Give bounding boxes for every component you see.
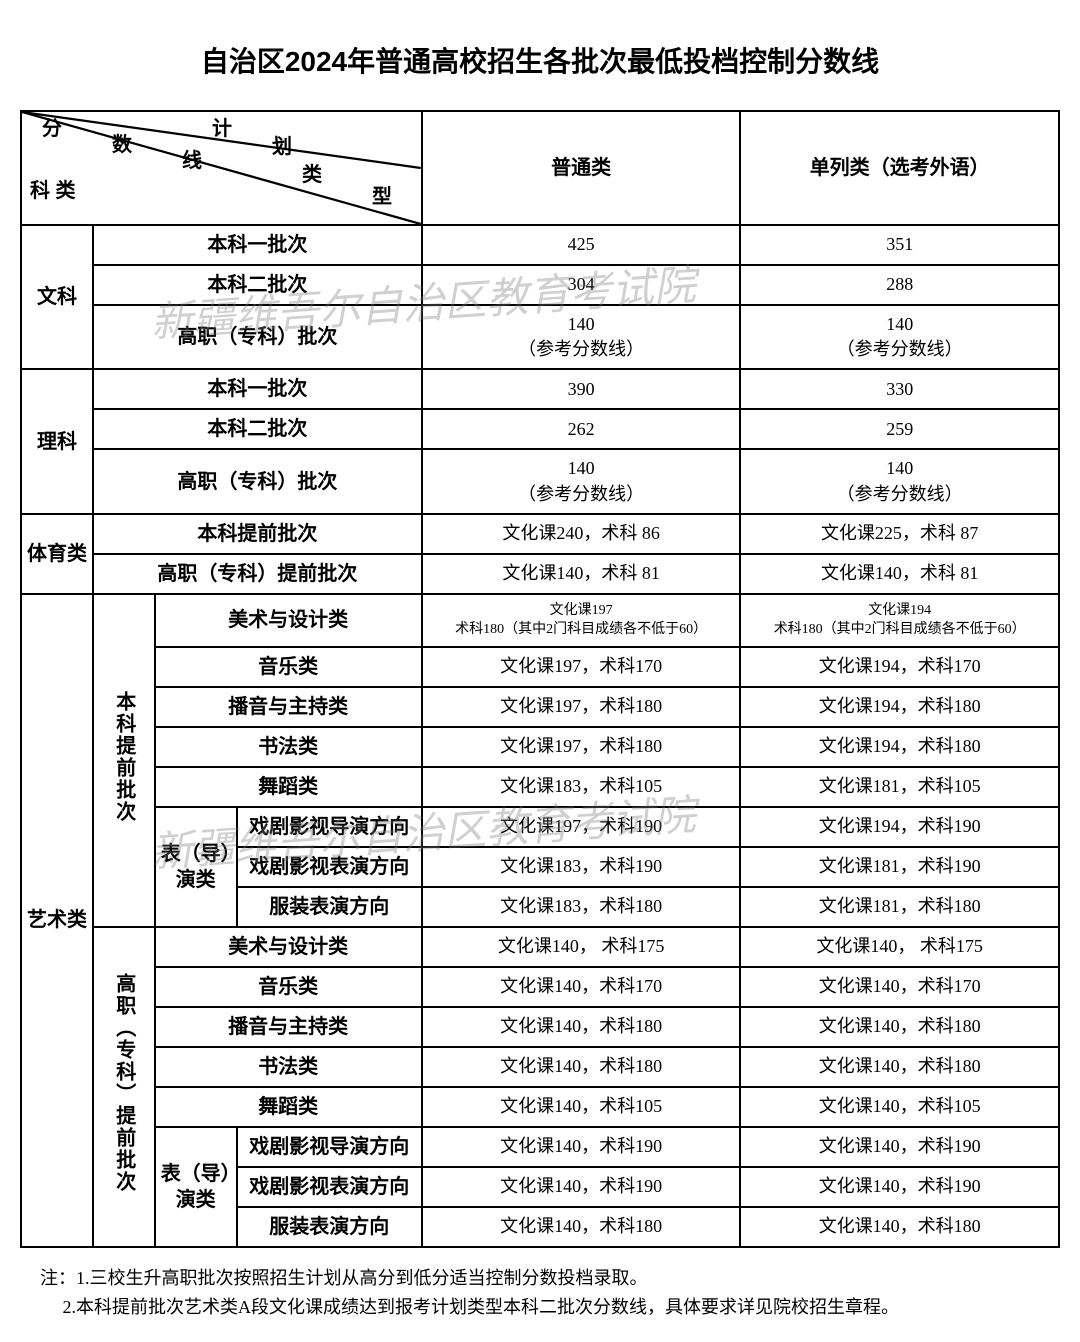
cat-yi: 艺术类 [21, 594, 93, 1247]
diag-f: 类 [302, 162, 322, 188]
diag-h: 科 类 [30, 178, 76, 204]
yi-gz-biaodao: 表（导）演类 [155, 1127, 237, 1247]
note-2: 2.本科提前批次艺术类A段文化课成绩达到报考计划类型本科二批次分数线，具体要求详… [63, 1297, 900, 1317]
yi-bk-wudao-c2: 文化课181，术科105 [740, 767, 1059, 807]
yi-gz-shufa-c2: 文化课140，术科180 [740, 1047, 1059, 1087]
yi-bk-yinyue-c2: 文化课194，术科170 [740, 647, 1059, 687]
batch-li-gz: 高职（专科）批次 [93, 449, 422, 513]
yi-gz-meishu-c1: 文化课140， 术科175 [422, 927, 741, 967]
batch-yi-gz: 高职（专科）提前批次 [93, 927, 155, 1247]
yi-bk-xjby-c2: 文化课181，术科190 [740, 847, 1059, 887]
yi-gz-yinyue-c2: 文化课140，术科170 [740, 967, 1059, 1007]
li-b1-c2: 330 [740, 369, 1059, 409]
yi-gz-boyin-c2: 文化课140，术科180 [740, 1007, 1059, 1047]
yi-bk-meishu-c1: 文化课197术科180（其中2门科目成绩各不低于60） [422, 594, 741, 647]
cat-wen: 文科 [21, 225, 93, 369]
header-diagonal: 分 数 线 计 划 类 型 科 类 [21, 111, 422, 225]
yi-gz-yinyue-c1: 文化课140，术科170 [422, 967, 741, 1007]
yi-gz-xjby-c2: 文化课140，术科190 [740, 1167, 1059, 1207]
diag-g: 型 [372, 184, 392, 210]
diag-e: 划 [272, 134, 292, 160]
yi-bk-fz-c2: 文化课181，术科180 [740, 887, 1059, 927]
yi-gz-boyin-c1: 文化课140，术科180 [422, 1007, 741, 1047]
header-col2: 单列类（选考外语） [740, 111, 1059, 225]
wen-gz-c2: 140（参考分数线） [740, 305, 1059, 369]
batch-yi-bk: 本科提前批次 [93, 594, 155, 927]
yi-bk-xjdy: 戏剧影视导演方向 [237, 807, 422, 847]
yi-gz-wudao: 舞蹈类 [155, 1087, 422, 1127]
yi-gz-xjby-c1: 文化课140，术科190 [422, 1167, 741, 1207]
yi-gz-shufa-c1: 文化课140，术科180 [422, 1047, 741, 1087]
yi-bk-wudao-c1: 文化课183，术科105 [422, 767, 741, 807]
yi-bk-meishu: 美术与设计类 [155, 594, 422, 647]
yi-bk-xjby-c1: 文化课183，术科190 [422, 847, 741, 887]
diag-b: 数 [112, 132, 132, 158]
page-title: 自治区2024年普通高校招生各批次最低投档控制分数线 [20, 40, 1060, 80]
cat-ti: 体育类 [21, 514, 93, 594]
yi-bk-yinyue-c1: 文化课197，术科170 [422, 647, 741, 687]
wen-b1-c2: 351 [740, 225, 1059, 265]
batch-ti-bk: 本科提前批次 [93, 514, 422, 554]
yi-bk-boyin: 播音与主持类 [155, 687, 422, 727]
wen-b1-c1: 425 [422, 225, 741, 265]
ti-gz-c2: 文化课140，术科 81 [740, 554, 1059, 594]
ti-bk-c2: 文化课225，术科 87 [740, 514, 1059, 554]
yi-bk-fz: 服装表演方向 [237, 887, 422, 927]
yi-gz-xjdy-c1: 文化课140，术科190 [422, 1127, 741, 1167]
wen-b2-c1: 304 [422, 265, 741, 305]
yi-bk-xjdy-c1: 文化课197，术科190 [422, 807, 741, 847]
yi-gz-xjby: 戏剧影视表演方向 [237, 1167, 422, 1207]
wen-b2-c2: 288 [740, 265, 1059, 305]
yi-gz-boyin: 播音与主持类 [155, 1007, 422, 1047]
cat-li: 理科 [21, 369, 93, 513]
yi-gz-yinyue: 音乐类 [155, 967, 422, 1007]
li-gz-c2: 140（参考分数线） [740, 449, 1059, 513]
wen-gz-c1: 140（参考分数线） [422, 305, 741, 369]
ti-gz-c1: 文化课140，术科 81 [422, 554, 741, 594]
diag-a: 分 [42, 116, 62, 142]
li-gz-c1: 140（参考分数线） [422, 449, 741, 513]
note-1: 1.三校生升高职批次按照招生计划从高分到低分适当控制分数投档录取。 [76, 1268, 648, 1288]
batch-li-b2: 本科二批次 [93, 409, 422, 449]
yi-gz-shufa: 书法类 [155, 1047, 422, 1087]
li-b2-c2: 259 [740, 409, 1059, 449]
header-col1: 普通类 [422, 111, 741, 225]
yi-gz-fz-c1: 文化课140，术科180 [422, 1207, 741, 1247]
diag-d: 计 [212, 116, 232, 142]
yi-bk-yinyue: 音乐类 [155, 647, 422, 687]
yi-gz-fz-c2: 文化课140，术科180 [740, 1207, 1059, 1247]
batch-wen-b1: 本科一批次 [93, 225, 422, 265]
yi-gz-wudao-c1: 文化课140，术科105 [422, 1087, 741, 1127]
ti-bk-c1: 文化课240，术科 86 [422, 514, 741, 554]
batch-wen-b2: 本科二批次 [93, 265, 422, 305]
li-b1-c1: 390 [422, 369, 741, 409]
yi-bk-shufa-c1: 文化课197，术科180 [422, 727, 741, 767]
yi-bk-wudao: 舞蹈类 [155, 767, 422, 807]
batch-wen-gz: 高职（专科）批次 [93, 305, 422, 369]
yi-gz-meishu: 美术与设计类 [155, 927, 422, 967]
yi-gz-xjdy-c2: 文化课140，术科190 [740, 1127, 1059, 1167]
yi-gz-meishu-c2: 文化课140， 术科175 [740, 927, 1059, 967]
batch-ti-gz: 高职（专科）提前批次 [93, 554, 422, 594]
li-b2-c1: 262 [422, 409, 741, 449]
yi-bk-shufa-c2: 文化课194，术科180 [740, 727, 1059, 767]
yi-gz-wudao-c2: 文化课140，术科105 [740, 1087, 1059, 1127]
yi-bk-meishu-c2: 文化课194术科180（其中2门科目成绩各不低于60） [740, 594, 1059, 647]
batch-li-b1: 本科一批次 [93, 369, 422, 409]
yi-bk-fz-c1: 文化课183，术科180 [422, 887, 741, 927]
yi-bk-boyin-c2: 文化课194，术科180 [740, 687, 1059, 727]
yi-bk-xjby: 戏剧影视表演方向 [237, 847, 422, 887]
yi-gz-fz: 服装表演方向 [237, 1207, 422, 1247]
yi-bk-boyin-c1: 文化课197，术科180 [422, 687, 741, 727]
score-table: 分 数 线 计 划 类 型 科 类 普通类 单列类（选考外语） 文科 本科一批次… [20, 110, 1060, 1248]
yi-gz-xjdy: 戏剧影视导演方向 [237, 1127, 422, 1167]
yi-bk-biaodao: 表（导）演类 [155, 807, 237, 927]
yi-bk-xjdy-c2: 文化课194，术科190 [740, 807, 1059, 847]
diag-c: 线 [182, 148, 202, 174]
note-prefix: 注： [40, 1268, 76, 1288]
footnotes: 注：1.三校生升高职批次按照招生计划从高分到低分适当控制分数投档录取。 2.本科… [20, 1264, 1060, 1322]
yi-bk-shufa: 书法类 [155, 727, 422, 767]
